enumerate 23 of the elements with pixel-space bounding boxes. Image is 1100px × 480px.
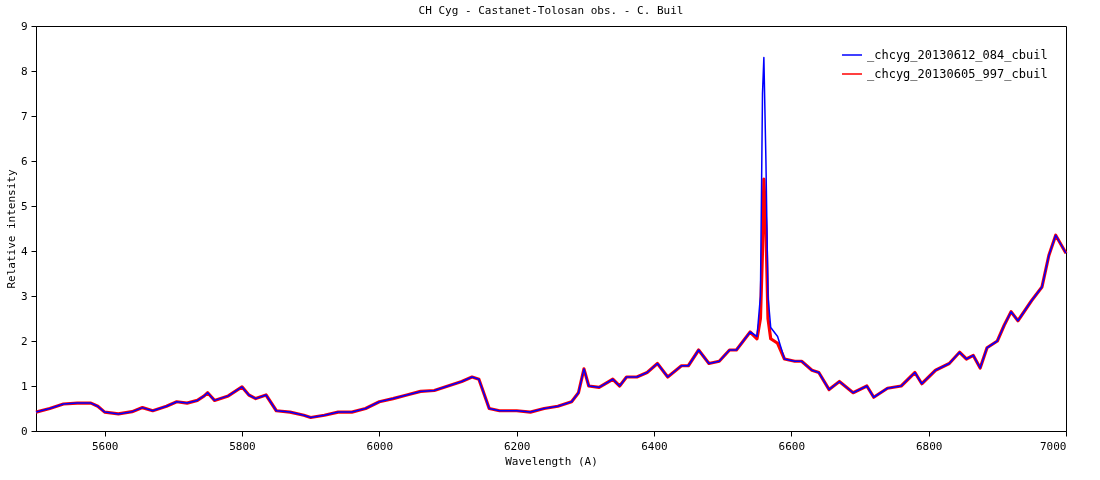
y-tick-label: 2 — [20, 334, 28, 348]
y-tick-label: 6 — [20, 154, 28, 168]
x-tick-label: 6000 — [366, 439, 394, 453]
x-tick-label: 6800 — [915, 439, 943, 453]
y-tick-label: 7 — [20, 109, 28, 123]
y-tick-label: 5 — [20, 199, 28, 213]
y-tick-label: 8 — [20, 64, 28, 78]
x-tick-label: 7000 — [1040, 439, 1067, 453]
legend-label: _chcyg_20130605_997_cbuil — [867, 67, 1048, 81]
y-tick-label: 9 — [20, 19, 28, 33]
x-tick-label: 6600 — [778, 439, 806, 453]
x-tick-label: 6200 — [503, 439, 531, 453]
y-tick-label: 1 — [20, 379, 28, 393]
legend-label: _chcyg_20130612_084_cbuil — [867, 48, 1048, 62]
x-tick-label: 5600 — [91, 439, 119, 453]
y-tick-label: 4 — [20, 244, 28, 258]
chart-title: CH Cyg - Castanet-Tolosan obs. - C. Buil — [418, 4, 684, 17]
y-axis-title: Relative intensity — [4, 169, 18, 289]
x-tick-label: 6400 — [641, 439, 668, 453]
y-tick-label: 0 — [20, 424, 28, 438]
x-axis-title: Wavelength (A) — [505, 454, 598, 468]
y-tick-label: 3 — [20, 289, 28, 303]
x-tick-label: 5800 — [229, 439, 256, 453]
